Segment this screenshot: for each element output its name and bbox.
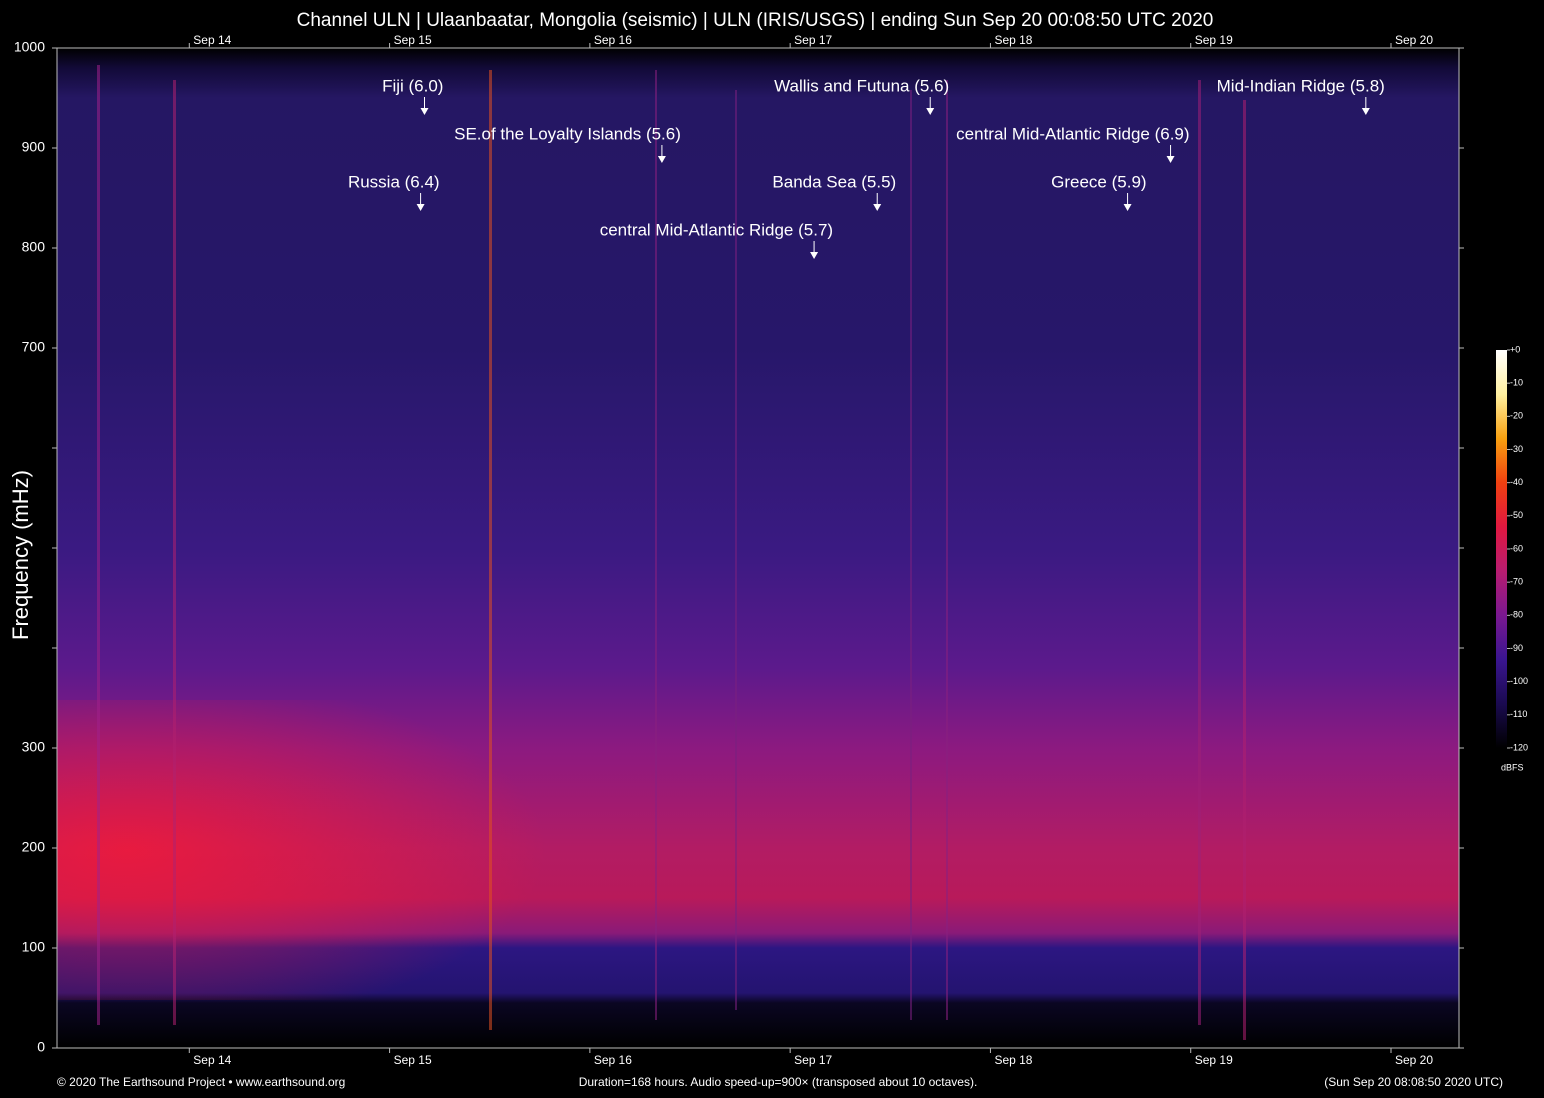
colorbar-tick-label: -60 [1510,543,1523,553]
annotation-arrowhead [420,108,429,115]
x-tick-label: Sep 15 [394,1053,432,1067]
y-tick-label: 700 [22,339,46,355]
x-tick-label: Sep 18 [994,1053,1032,1067]
x-tick-label: Sep 17 [794,1053,832,1067]
colorbar-tick-label: -40 [1510,477,1523,487]
chart-title: Channel ULN | Ulaanbaatar, Mongolia (sei… [297,10,1214,31]
annotation-text: Greece (5.9) [1051,172,1146,191]
annotation-arrowhead [1166,156,1175,163]
colorbar-tick-label: -70 [1510,577,1523,587]
colorbar-tick-label: -50 [1510,510,1523,520]
colorbar [1496,350,1507,748]
y-tick-label: 1000 [14,39,45,55]
y-tick-label: 200 [22,839,46,855]
annotation-text: central Mid-Atlantic Ridge (5.7) [600,220,833,239]
x-tick-label: Sep 19 [1195,33,1233,47]
colorbar-tick-label: -30 [1510,444,1523,454]
y-tick-label: 300 [22,739,46,755]
x-tick-label: Sep 17 [794,33,832,47]
colorbar-tick-label: -100 [1510,676,1528,686]
x-tick-label: Sep 14 [193,33,231,47]
y-axis-label: Frequency (mHz) [8,470,33,640]
x-tick-label: Sep 16 [594,1053,632,1067]
y-tick-label: 900 [22,139,46,155]
annotation-arrowhead [1123,204,1132,211]
x-tick-label: Sep 19 [1195,1053,1233,1067]
y-tick-label: 800 [22,239,46,255]
timestamp: (Sun Sep 20 08:08:50 2020 UTC) [1324,1075,1503,1089]
y-tick-label: 100 [22,939,46,955]
note: Duration=168 hours. Audio speed-up=900× … [579,1075,978,1089]
y-tick-label: 0 [37,1039,45,1055]
annotation-text: Banda Sea (5.5) [772,172,896,191]
annotation-arrowhead [657,156,666,163]
annotation-text: SE.of the Loyalty Islands (5.6) [454,124,681,143]
spectrogram [57,48,1459,1048]
x-tick-label: Sep 18 [994,33,1032,47]
annotation-text: Russia (6.4) [348,172,440,191]
annotation-text: Mid-Indian Ridge (5.8) [1217,76,1385,95]
colorbar-tick-label: -90 [1510,643,1523,653]
colorbar-tick-label: -10 [1510,378,1523,388]
colorbar-tick-label: -110 [1510,709,1527,719]
x-tick-label: Sep 20 [1395,33,1433,47]
x-tick-label: Sep 16 [594,33,632,47]
annotation-text: central Mid-Atlantic Ridge (6.9) [956,124,1189,143]
credit: © 2020 The Earthsound Project • www.eart… [57,1075,345,1089]
colorbar-tick-label: -120 [1510,742,1528,752]
annotation-arrowhead [416,204,425,211]
x-tick-label: Sep 20 [1395,1053,1433,1067]
annotation-arrowhead [810,252,819,259]
colorbar-tick-label: +0 [1510,344,1520,354]
colorbar-label: dBFS [1501,762,1524,772]
annotation-arrowhead [926,108,935,115]
x-tick-label: Sep 15 [394,33,432,47]
colorbar-tick-label: -20 [1510,411,1523,421]
annotation-text: Wallis and Futuna (5.6) [774,76,949,95]
annotation-text: Fiji (6.0) [382,76,443,95]
colorbar-tick-label: -80 [1510,610,1523,620]
annotation-arrowhead [1361,108,1370,115]
annotation-arrowhead [873,204,882,211]
x-tick-label: Sep 14 [193,1053,231,1067]
